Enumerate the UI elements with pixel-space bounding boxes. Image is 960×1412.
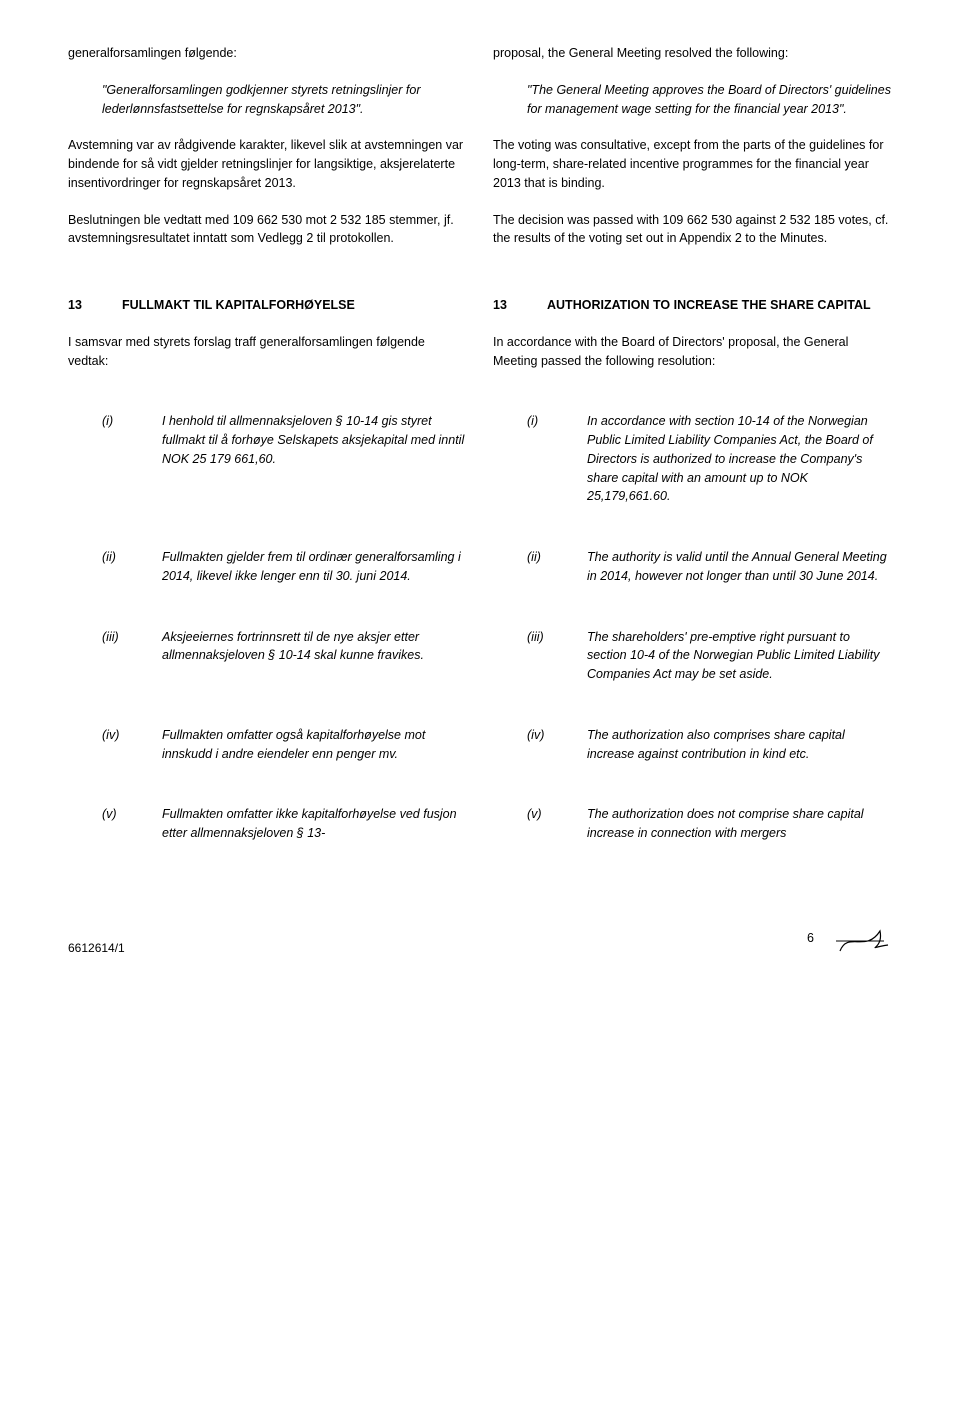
left-column: generalforsamlingen følgende: "Generalfo… xyxy=(68,44,467,266)
signature-mark xyxy=(832,921,892,957)
right-intro: proposal, the General Meeting resolved t… xyxy=(493,44,892,63)
section13-right-header: 13 AUTHORIZATION TO INCREASE THE SHARE C… xyxy=(493,296,892,315)
section13-left-header: 13 FULLMAKT TIL KAPITALFORHØYELSE xyxy=(68,296,467,315)
enum-right: (iii) The shareholders' pre-emptive right… xyxy=(493,628,892,702)
enum-left: (v) Fullmakten omfatter ikke kapitalforhø… xyxy=(68,805,467,861)
enum-text: Fullmakten gjelder frem til ordinær gene… xyxy=(162,548,467,586)
enum-right: (i) In accordance with section 10-14 of t… xyxy=(493,412,892,524)
section-title: FULLMAKT TIL KAPITALFORHØYELSE xyxy=(122,296,467,315)
list-item: (iii) Aksjeeiernes fortrinnsrett til de n… xyxy=(68,628,467,666)
left-quote: "Generalforsamlingen godkjenner styrets … xyxy=(68,81,467,119)
footer-doc-id: 6612614/1 xyxy=(68,939,125,957)
list-item: (iv) Fullmakten omfatter også kapitalforh… xyxy=(68,726,467,764)
enum-right: (iv) The authorization also comprises sha… xyxy=(493,726,892,782)
right-p1: The voting was consultative, except from… xyxy=(493,136,892,192)
list-item: (i) In accordance with section 10-14 of t… xyxy=(493,412,892,506)
enum-right: (v) The authorization does not comprise s… xyxy=(493,805,892,861)
enum-marker: (ii) xyxy=(527,548,551,586)
list-item: (iii) The shareholders' pre-emptive right… xyxy=(493,628,892,684)
left-p1: Avstemning var av rådgivende karakter, l… xyxy=(68,136,467,192)
enum-row: (ii) Fullmakten gjelder frem til ordinær … xyxy=(68,548,892,604)
section-num: 13 xyxy=(493,296,513,315)
list-item: (v) Fullmakten omfatter ikke kapitalforhø… xyxy=(68,805,467,843)
enum-text: Fullmakten omfatter ikke kapitalforhøyel… xyxy=(162,805,467,843)
enum-marker: (iii) xyxy=(527,628,551,684)
left-intro: generalforsamlingen følgende: xyxy=(68,44,467,63)
enum-text: I henhold til allmennaksjeloven § 10-14 … xyxy=(162,412,467,468)
enum-text: The shareholders' pre-emptive right purs… xyxy=(587,628,892,684)
enum-text: The authorization does not comprise shar… xyxy=(587,805,892,843)
left-p2: Beslutningen ble vedtatt med 109 662 530… xyxy=(68,211,467,249)
enum-left: (iv) Fullmakten omfatter også kapitalforh… xyxy=(68,726,467,782)
enum-marker: (iv) xyxy=(102,726,126,764)
section-title: AUTHORIZATION TO INCREASE THE SHARE CAPI… xyxy=(547,296,892,315)
enum-row: (iv) Fullmakten omfatter også kapitalforh… xyxy=(68,726,892,782)
page-footer: 6612614/1 6 xyxy=(68,921,892,957)
enum-left: (i) I henhold til allmennaksjeloven § 10-… xyxy=(68,412,467,524)
enum-text: Fullmakten omfatter også kapitalforhøyel… xyxy=(162,726,467,764)
enum-left: (ii) Fullmakten gjelder frem til ordinær … xyxy=(68,548,467,604)
enum-marker: (i) xyxy=(102,412,126,468)
enum-marker: (v) xyxy=(527,805,551,843)
enum-left: (iii) Aksjeeiernes fortrinnsrett til de n… xyxy=(68,628,467,702)
enum-text: In accordance with section 10-14 of the … xyxy=(587,412,892,506)
enum-marker: (i) xyxy=(527,412,551,506)
section13-left: 13 FULLMAKT TIL KAPITALFORHØYELSE I sams… xyxy=(68,296,467,388)
enum-marker: (iv) xyxy=(527,726,551,764)
footer-right: 6 xyxy=(807,921,892,957)
enum-right: (ii) The authority is valid until the Ann… xyxy=(493,548,892,604)
section13-right-lead: In accordance with the Board of Director… xyxy=(493,333,892,371)
list-item: (v) The authorization does not comprise s… xyxy=(493,805,892,843)
right-p2: The decision was passed with 109 662 530… xyxy=(493,211,892,249)
section13-left-lead: I samsvar med styrets forslag traff gene… xyxy=(68,333,467,371)
list-item: (i) I henhold til allmennaksjeloven § 10-… xyxy=(68,412,467,468)
list-item: (ii) The authority is valid until the Ann… xyxy=(493,548,892,586)
enum-text: The authorization also comprises share c… xyxy=(587,726,892,764)
top-continuation-row: generalforsamlingen følgende: "Generalfo… xyxy=(68,44,892,266)
list-item: (ii) Fullmakten gjelder frem til ordinær … xyxy=(68,548,467,586)
page-number: 6 xyxy=(807,929,814,948)
right-column: proposal, the General Meeting resolved t… xyxy=(493,44,892,266)
enum-text: The authority is valid until the Annual … xyxy=(587,548,892,586)
enum-row: (v) Fullmakten omfatter ikke kapitalforhø… xyxy=(68,805,892,861)
enum-text: Aksjeeiernes fortrinnsrett til de nye ak… xyxy=(162,628,467,666)
enum-row: (iii) Aksjeeiernes fortrinnsrett til de n… xyxy=(68,628,892,702)
section13-header-row: 13 FULLMAKT TIL KAPITALFORHØYELSE I sams… xyxy=(68,296,892,388)
enum-row: (i) I henhold til allmennaksjeloven § 10-… xyxy=(68,412,892,524)
section13-right: 13 AUTHORIZATION TO INCREASE THE SHARE C… xyxy=(493,296,892,388)
items-container: (i) I henhold til allmennaksjeloven § 10-… xyxy=(68,412,892,861)
right-quote: "The General Meeting approves the Board … xyxy=(493,81,892,119)
list-item: (iv) The authorization also comprises sha… xyxy=(493,726,892,764)
section-num: 13 xyxy=(68,296,88,315)
enum-marker: (iii) xyxy=(102,628,126,666)
enum-marker: (ii) xyxy=(102,548,126,586)
enum-marker: (v) xyxy=(102,805,126,843)
